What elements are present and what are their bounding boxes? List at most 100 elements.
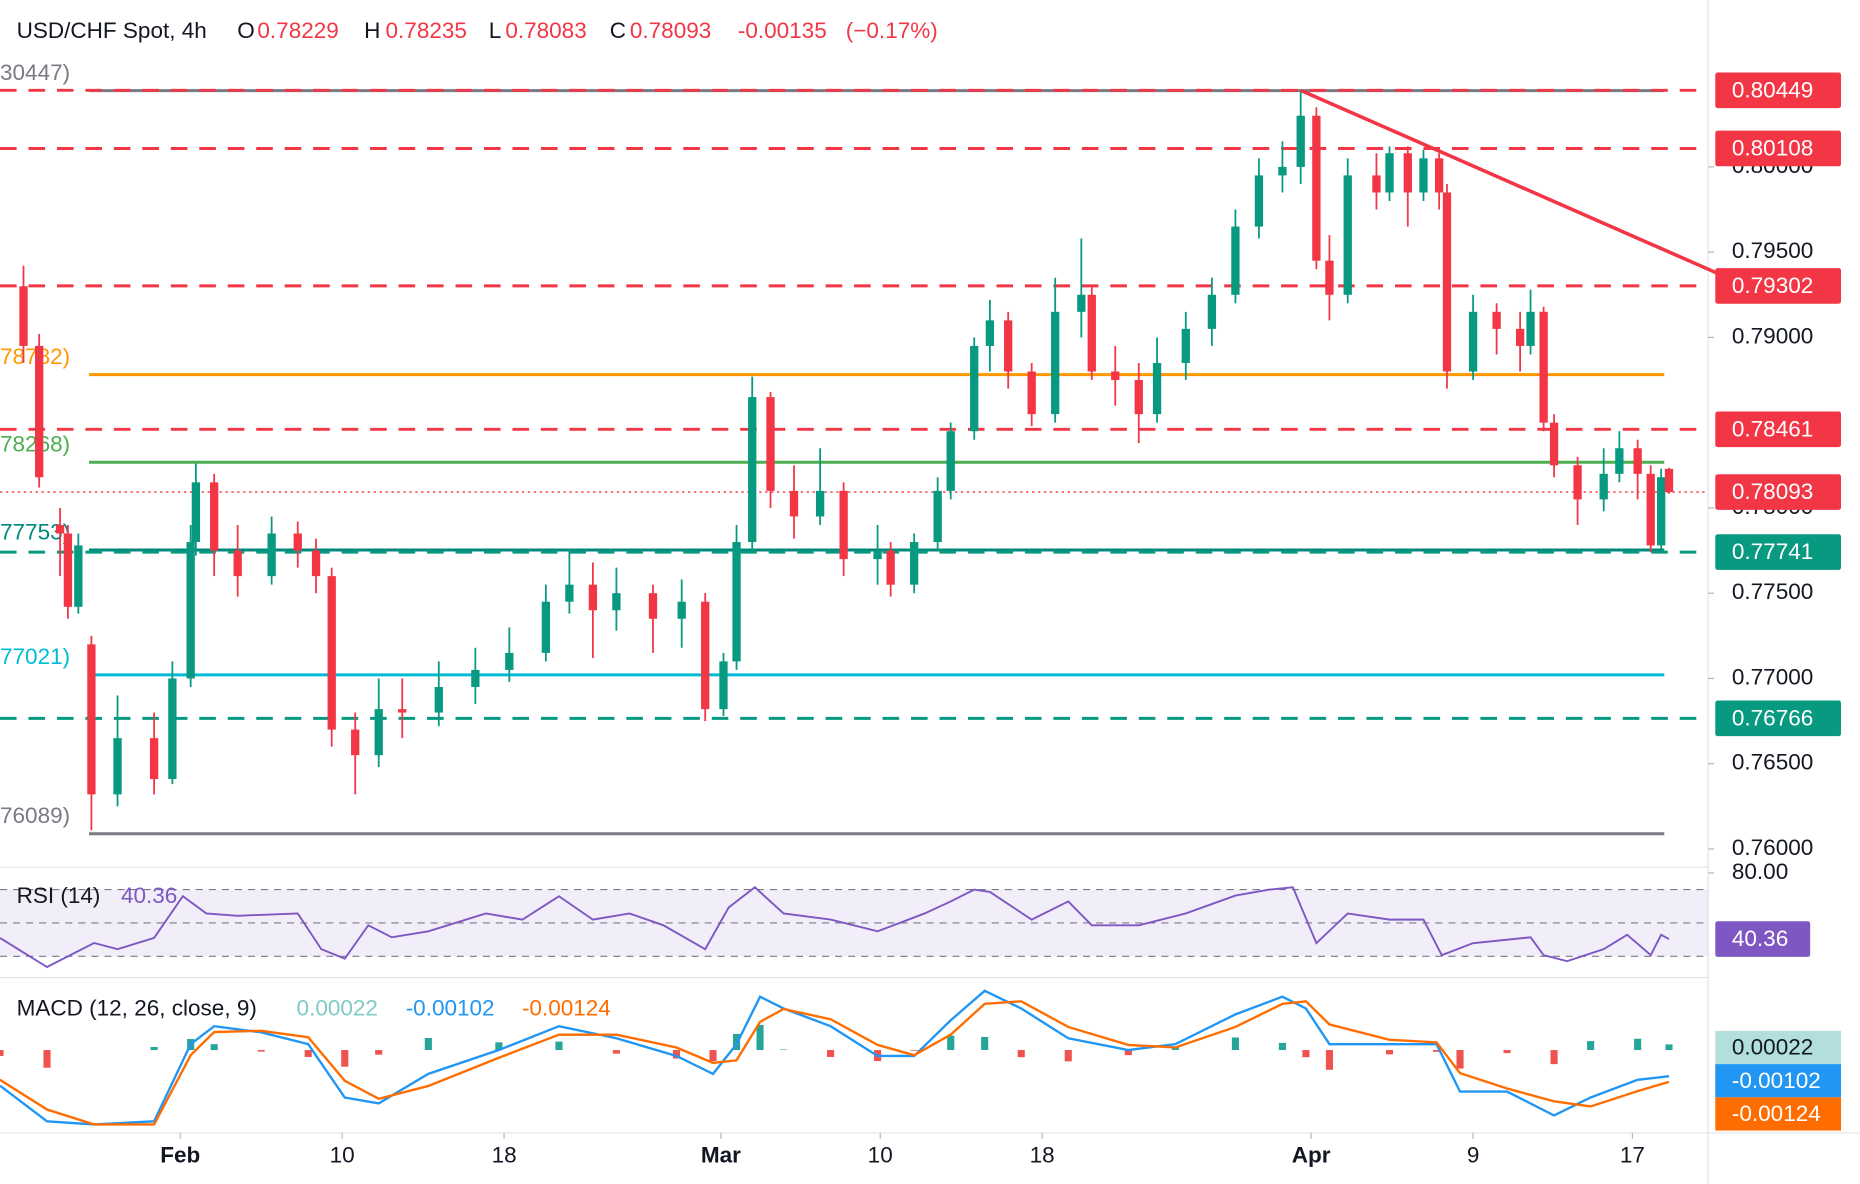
rsi-line: [0, 886, 1670, 969]
macd-histogram-bar: [827, 1050, 835, 1057]
price-label-box: [1715, 130, 1842, 167]
high-label: H: [364, 18, 380, 43]
x-tick-label: 10: [868, 1143, 893, 1168]
macd-histogram-bar: [1278, 1042, 1286, 1051]
plot-layer: 0.760000.765000.770000.775000.780000.790…: [0, 60, 1842, 1168]
macd-histogram-bar: [1587, 1041, 1595, 1051]
change-percent: (−0.17%): [846, 18, 938, 43]
candle-body: [55, 524, 65, 534]
candle-body: [766, 397, 775, 491]
macd-histogram-bar: [1385, 1050, 1394, 1055]
low-value: 0.78083: [505, 18, 586, 43]
candle-body: [933, 490, 942, 543]
candle-body: [186, 542, 195, 679]
rsi-title: RSI (14): [17, 883, 101, 908]
macd-histogram-bar: [1302, 1050, 1310, 1058]
candle-body: [1539, 311, 1548, 423]
x-tick-label: 18: [1030, 1143, 1055, 1168]
macd-histogram-bar: [1432, 1050, 1441, 1052]
candle-body: [267, 533, 276, 577]
macd-histogram-bar: [0, 1050, 4, 1056]
candle-body: [565, 584, 574, 602]
macd-histogram-bar: [672, 1050, 681, 1059]
candle-body: [1526, 311, 1535, 346]
rsi-label-box: [1715, 921, 1811, 957]
candle-body: [1231, 226, 1240, 295]
candle-body: [505, 652, 514, 670]
candle-body: [588, 584, 598, 611]
price-label-box: [1715, 268, 1842, 304]
candle-body: [748, 397, 757, 543]
macd-histogram-bar: [43, 1050, 51, 1068]
chart-title: USD/CHF Spot, 4h: [17, 18, 207, 43]
x-tick-label: 18: [492, 1143, 517, 1168]
candle-body: [1468, 311, 1478, 372]
macd-label-box: [1715, 1097, 1842, 1131]
candle-body: [1087, 294, 1096, 372]
candle-body: [1403, 153, 1412, 193]
candle-body: [910, 542, 919, 585]
x-tick-label: Feb: [160, 1143, 200, 1168]
candle-body: [1325, 260, 1334, 295]
x-tick-label: 10: [330, 1143, 355, 1168]
candle-body: [985, 320, 995, 346]
rsi-tick-label: 80.00: [1732, 859, 1788, 884]
x-tick-label: 9: [1467, 1143, 1480, 1168]
candle-body: [789, 490, 799, 517]
indicator-line-label: 30447): [0, 60, 70, 85]
x-tick-label: 17: [1620, 1143, 1645, 1168]
macd-histogram-bar: [341, 1050, 349, 1067]
price-label: 0.76766: [1732, 705, 1813, 730]
price-label: 0.78093: [1732, 479, 1813, 504]
candle-body: [311, 550, 321, 577]
macd-hist-value: 0.00022: [297, 996, 378, 1021]
open-value: 0.78229: [257, 18, 338, 43]
candle-body: [398, 709, 407, 713]
price-label: 0.78461: [1732, 416, 1813, 441]
y-tick-label: 0.79500: [1732, 238, 1813, 263]
macd-histogram-bar: [1503, 1050, 1511, 1054]
candle-body: [293, 533, 302, 551]
y-tick-label: 0.76500: [1732, 750, 1813, 775]
candle-body: [873, 550, 882, 560]
y-tick-label: 0.76000: [1732, 835, 1813, 860]
candle-body: [35, 345, 44, 478]
macd-histogram-bar: [1325, 1050, 1334, 1070]
x-tick-label: Apr: [1292, 1143, 1331, 1168]
candle-body: [1004, 320, 1013, 372]
candle-body: [191, 482, 201, 543]
candle-body: [1434, 158, 1444, 193]
signal-line: [0, 1000, 1670, 1126]
price-label-box: [1715, 411, 1842, 448]
macd-histogram-bar: [1550, 1050, 1558, 1065]
candle-body: [1615, 448, 1624, 474]
candle-body: [74, 545, 83, 607]
candle-body: [612, 593, 621, 611]
candle-body: [327, 576, 336, 730]
macd-histogram-bar: [555, 1041, 563, 1051]
price-label: 0.77741: [1732, 539, 1813, 564]
y-tick-label: 0.77000: [1732, 664, 1813, 689]
header: USD/CHF Spot, 4h O 0.78229 H 0.78235 L 0…: [17, 18, 938, 1020]
candle-body: [541, 601, 551, 653]
macd-histogram-bar: [1456, 1050, 1464, 1069]
candle-body: [1419, 158, 1428, 193]
candle-body: [839, 490, 848, 560]
macd-histogram-bar: [150, 1046, 158, 1051]
candle-body: [1296, 115, 1305, 167]
macd-histogram-bar: [424, 1037, 432, 1051]
candle-body: [210, 482, 219, 551]
macd-line: [0, 989, 1670, 1126]
indicator-line-label: 76089): [0, 803, 70, 828]
macd-histogram-bar: [910, 1050, 918, 1051]
candle-body: [351, 729, 360, 756]
macd-label: -0.00102: [1732, 1068, 1821, 1093]
candle-body: [1343, 175, 1352, 295]
candle-body: [1278, 166, 1287, 176]
candle-body: [701, 601, 710, 710]
macd-histogram-bar: [780, 1049, 788, 1051]
price-label: 0.79302: [1732, 273, 1813, 298]
x-tick-label: Mar: [701, 1143, 741, 1168]
candle-body: [1492, 311, 1501, 329]
